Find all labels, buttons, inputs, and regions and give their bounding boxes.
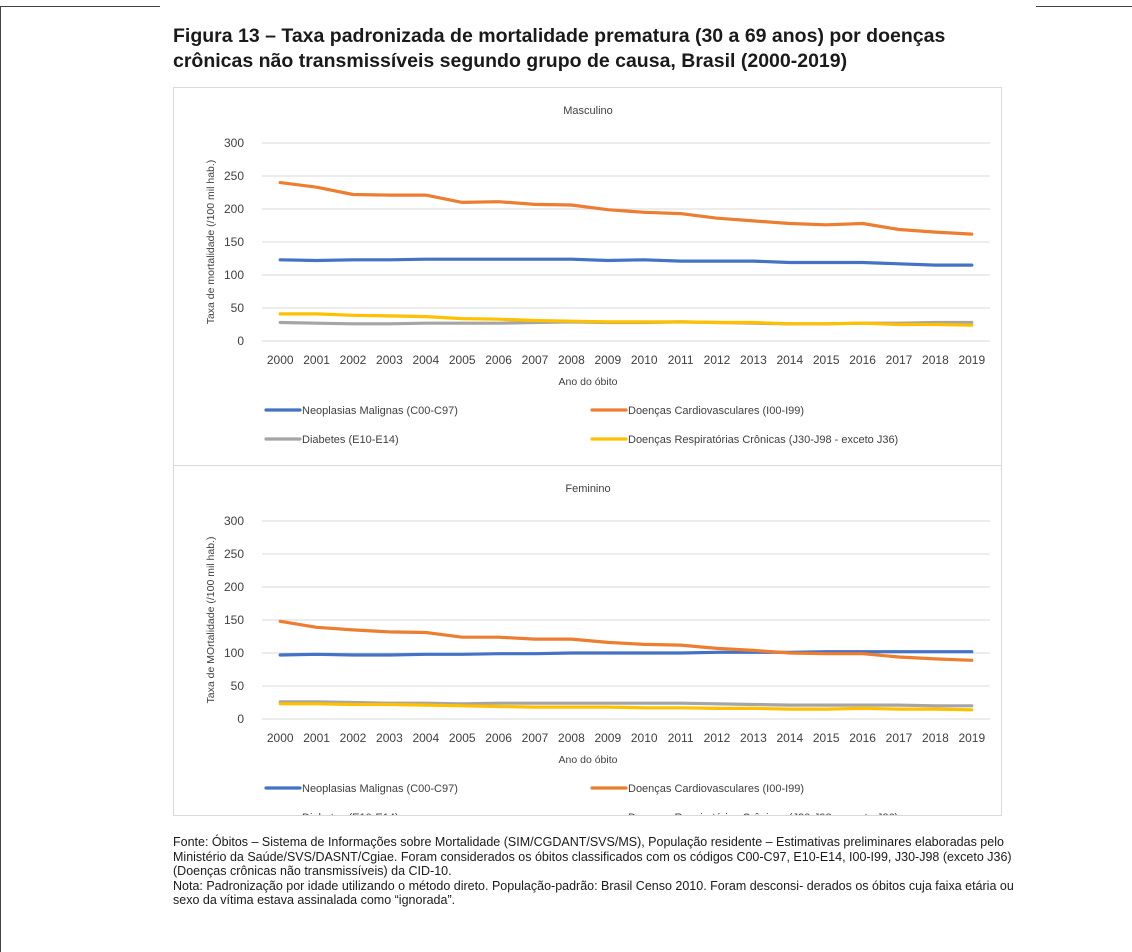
x-tick-label: 2011: [668, 353, 694, 367]
x-tick-label: 2012: [704, 353, 731, 367]
y-tick-label: 300: [224, 136, 244, 150]
chart-masculino: Masculino 0 50 100 150 200 250 300 2000 2001 2002 2…: [205, 105, 990, 446]
x-tick-label: 2018: [922, 731, 949, 745]
x-tick-label: 2013: [740, 731, 767, 745]
figure-title: Figura 13 – Taxa padronizada de mortalid…: [173, 25, 946, 72]
series-line: [278, 180, 974, 236]
frame-top-border: [1036, 6, 1132, 7]
y-tick-label: 150: [224, 235, 244, 249]
x-tick-label: 2001: [303, 353, 330, 367]
series-line: [278, 650, 974, 657]
chart-divider: [174, 465, 1001, 466]
x-tick-label: 2019: [958, 731, 985, 745]
frame-left-border: [0, 6, 1, 952]
x-tick-label: 2018: [922, 353, 949, 367]
x-tick-label: 2003: [376, 731, 403, 745]
legend-label: Neoplasias Malignas (C00-C97): [302, 783, 458, 795]
series-line: [278, 312, 974, 327]
x-axis-label: Ano do óbito: [559, 754, 618, 766]
x-tick-label: 2000: [267, 731, 294, 745]
y-tick-label: 250: [224, 547, 244, 561]
x-tick-label: 2007: [522, 731, 549, 745]
footnote: Fonte: Óbitos – Sistema de Informações s…: [173, 835, 1033, 908]
legend-label: Diabetes (E10-E14): [302, 812, 399, 815]
y-tick-label: 300: [224, 514, 244, 528]
x-tick-label: 2009: [594, 731, 621, 745]
x-tick-label: 2004: [412, 731, 439, 745]
x-tick-label: 2015: [813, 731, 840, 745]
x-tick-label: 2001: [303, 731, 330, 745]
series-line: [278, 702, 974, 712]
y-tick-label: 150: [224, 613, 244, 627]
x-axis-label: Ano do óbito: [559, 376, 618, 388]
x-tick-label: 2014: [776, 731, 803, 745]
series-line: [278, 257, 974, 267]
series-line: [278, 619, 974, 662]
legend-label: Doenças Respiratórias Crônicas (J30-J98 …: [628, 812, 898, 815]
y-tick-label: 50: [231, 301, 245, 315]
chart-container: Masculino 0 50 100 150 200 250 300 2000 2001 2002 2…: [173, 87, 1002, 816]
y-tick-label: 200: [224, 202, 244, 216]
x-tick-label: 2008: [558, 731, 585, 745]
y-tick-label: 50: [231, 679, 245, 693]
x-tick-label: 2004: [412, 353, 439, 367]
x-tick-label: 2016: [849, 353, 876, 367]
y-tick-label: 100: [224, 646, 244, 660]
x-tick-label: 2007: [522, 353, 549, 367]
x-tick-label: 2017: [886, 353, 913, 367]
x-tick-label: 2011: [668, 731, 694, 745]
x-tick-label: 2000: [267, 353, 294, 367]
x-tick-label: 2006: [485, 731, 512, 745]
chart-title: Masculino: [563, 105, 613, 117]
legend-label: Doenças Respiratórias Crônicas (J30-J98 …: [628, 434, 898, 446]
y-tick-label: 100: [224, 268, 244, 282]
x-tick-label: 2016: [849, 731, 876, 745]
x-tick-label: 2006: [485, 353, 512, 367]
y-axis-label: Taxa de mortalidade (/100 mil hab.): [205, 160, 217, 325]
legend-label: Doenças Cardiovasculares (I00-I99): [628, 783, 804, 795]
x-tick-label: 2009: [594, 353, 621, 367]
x-tick-label: 2005: [449, 353, 476, 367]
footnote-note: Nota: Padronização por idade utilizando …: [173, 878, 1014, 908]
x-tick-label: 2010: [631, 353, 658, 367]
x-tick-label: 2002: [340, 353, 367, 367]
legend-label: Diabetes (E10-E14): [302, 434, 399, 446]
footnote-source: Fonte: Óbitos – Sistema de Informações s…: [173, 835, 1012, 879]
x-tick-label: 2015: [813, 353, 840, 367]
y-tick-label: 200: [224, 580, 244, 594]
frame-top-border: [0, 6, 160, 7]
legend-label: Doenças Cardiovasculares (I00-I99): [628, 405, 804, 417]
x-tick-label: 2008: [558, 353, 585, 367]
x-tick-label: 2017: [886, 731, 913, 745]
y-tick-label: 250: [224, 169, 244, 183]
y-tick-label: 0: [237, 334, 244, 348]
x-tick-label: 2012: [704, 731, 731, 745]
chart-feminino: Feminino 0 50 100 150 200 250 300 2000 2001 2002 20…: [205, 483, 990, 815]
y-axis-label: Taxa de MOrtalidade (/100 mil hab.): [205, 537, 217, 704]
chart-title: Feminino: [565, 483, 610, 495]
x-tick-label: 2014: [776, 353, 803, 367]
x-tick-label: 2013: [740, 353, 767, 367]
x-tick-label: 2010: [631, 731, 658, 745]
x-tick-label: 2002: [340, 731, 367, 745]
x-tick-label: 2003: [376, 353, 403, 367]
legend-label: Neoplasias Malignas (C00-C97): [302, 405, 458, 417]
x-tick-label: 2005: [449, 731, 476, 745]
y-tick-label: 0: [237, 712, 244, 726]
x-tick-label: 2019: [958, 353, 985, 367]
